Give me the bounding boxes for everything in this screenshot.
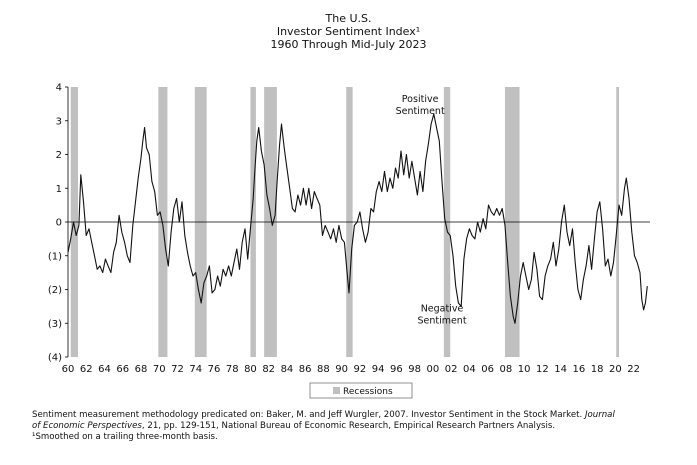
- y-tick-label: 0: [56, 218, 62, 229]
- x-tick-label: 74: [189, 364, 202, 375]
- chart-period: 1960 Through Mid-July 2023: [270, 38, 427, 51]
- x-tick-label: 04: [463, 364, 476, 375]
- x-tick-label: 22: [627, 364, 640, 375]
- x-tick-label: 98: [408, 364, 421, 375]
- footnote-journal-cont: of Economic Perspectives: [32, 421, 142, 431]
- x-tick-label: 60: [62, 364, 75, 375]
- annotation-label: Sentiment: [417, 315, 466, 326]
- x-tick-label: 10: [518, 364, 531, 375]
- y-tick-label: 2: [56, 150, 62, 161]
- x-tick-label: 00: [427, 364, 440, 375]
- x-tick-label: 80: [244, 364, 257, 375]
- y-tick-label: (1): [48, 251, 62, 262]
- footnote-journal: Journal: [584, 410, 615, 420]
- x-tick-label: 84: [281, 364, 294, 375]
- y-tick-label: 1: [56, 184, 62, 195]
- annotation-label: Negative: [421, 303, 464, 314]
- x-tick-label: 62: [80, 364, 93, 375]
- x-tick-label: 76: [208, 364, 221, 375]
- annotation-label: Positive: [402, 94, 439, 105]
- x-tick-label: 64: [98, 364, 111, 375]
- chart-subtitle: Investor Sentiment Index¹: [276, 25, 421, 38]
- x-tick-label: 88: [317, 364, 330, 375]
- x-tick-label: 68: [135, 364, 148, 375]
- y-tick-label: (4): [48, 353, 62, 364]
- x-tick-label: 86: [299, 364, 312, 375]
- footnote-smoothing: ¹Smoothed on a trailing three-month basi…: [32, 432, 218, 442]
- x-tick-label: 14: [554, 364, 567, 375]
- x-tick-label: 94: [372, 364, 385, 375]
- y-tick-label: (2): [48, 285, 62, 296]
- x-tick-label: 20: [609, 364, 622, 375]
- sentiment-series-line: [67, 113, 648, 324]
- legend-label: Recessions: [343, 387, 393, 397]
- y-tick-label: 3: [56, 116, 62, 127]
- x-tick-label: 78: [226, 364, 239, 375]
- x-tick-label: 08: [500, 364, 513, 375]
- y-tick-label: (3): [48, 319, 62, 330]
- chart-title: The U.S.: [325, 12, 372, 25]
- footnote-source: , 21, pp. 129-151, National Bureau of Ec…: [141, 421, 556, 431]
- footnote-line-1: Sentiment measurement methodology predic…: [32, 410, 682, 421]
- x-tick-label: 72: [171, 364, 184, 375]
- x-tick-label: 90: [335, 364, 348, 375]
- x-tick-label: 92: [354, 364, 367, 375]
- x-tick-label: 06: [481, 364, 494, 375]
- legend-swatch: [333, 387, 340, 394]
- x-tick-label: 96: [390, 364, 403, 375]
- x-tick-label: 82: [262, 364, 275, 375]
- footnote-line-2: of Economic Perspectives, 21, pp. 129-15…: [32, 421, 682, 432]
- annotation-label: Sentiment: [396, 106, 445, 117]
- x-tick-label: 18: [591, 364, 604, 375]
- x-tick-label: 02: [445, 364, 458, 375]
- y-tick-label: 4: [56, 83, 62, 94]
- x-tick-label: 12: [536, 364, 549, 375]
- x-tick-label: 70: [153, 364, 166, 375]
- footnote-prefix: Sentiment measurement methodology predic…: [32, 410, 583, 420]
- legend-box: [309, 382, 413, 399]
- x-tick-label: 66: [116, 364, 129, 375]
- x-tick-label: 16: [572, 364, 585, 375]
